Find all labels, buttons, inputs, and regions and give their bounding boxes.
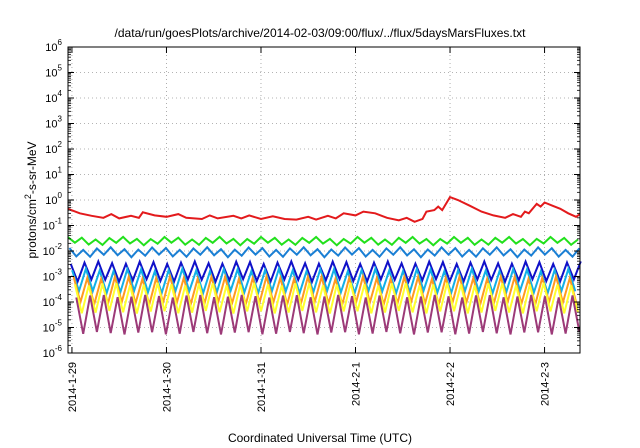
x-tick-label: 2014-2-2	[445, 362, 457, 406]
y-tick-label: 104	[45, 89, 62, 105]
y-axis-title: protons/cm2-s-sr-MeV	[23, 141, 39, 258]
series-line-2	[68, 245, 581, 259]
y-tick-label: 10-1	[43, 217, 63, 233]
x-axis-title: Coordinated Universal Time (UTC)	[228, 431, 412, 445]
series-line-1	[67, 235, 579, 247]
y-tick-label: 10-5	[43, 319, 63, 335]
y-tick-base: 10	[45, 42, 57, 54]
grid	[68, 47, 580, 353]
y-tick-base: 10	[45, 93, 57, 105]
tick-marks	[68, 46, 580, 354]
y-tick-exponent: 0	[58, 191, 63, 200]
chart-title: /data/run/goesPlots/archive/2014-02-03/0…	[115, 26, 527, 40]
y-tick-exponent: -6	[55, 344, 63, 353]
y-tick-base: 10	[45, 195, 57, 207]
x-tick-label: 2014-2-3	[540, 362, 552, 406]
y-tick-label: 10-2	[43, 242, 63, 258]
y-tick-labels: 10-610-510-410-310-210-11001011021031041…	[43, 38, 63, 360]
y-tick-exponent: 5	[58, 64, 63, 73]
x-tick-label: 2014-1-31	[256, 362, 268, 412]
y-tick-base: 10	[43, 297, 55, 309]
y-tick-label: 10-3	[43, 268, 63, 284]
y-tick-base: 10	[45, 68, 57, 80]
y-tick-exponent: 3	[58, 115, 63, 124]
x-tick-label: 2014-1-29	[67, 362, 79, 412]
y-tick-exponent: 2	[58, 140, 63, 149]
y-tick-base: 10	[43, 272, 55, 284]
y-tick-label: 102	[45, 140, 62, 156]
y-tick-exponent: -1	[55, 217, 63, 226]
y-tick-label: 105	[45, 64, 62, 80]
y-tick-exponent: 6	[58, 38, 63, 47]
y-tick-label: 10-6	[43, 344, 63, 360]
y-axis-title-post: -s-sr-MeV	[25, 141, 39, 194]
y-tick-label: 10-4	[43, 293, 63, 309]
y-tick-exponent: -4	[55, 293, 63, 302]
y-axis-title-sup: 2	[23, 194, 33, 199]
y-tick-exponent: -3	[55, 268, 63, 277]
y-tick-label: 100	[45, 191, 62, 207]
y-tick-label: 103	[45, 115, 62, 131]
y-tick-exponent: -5	[55, 319, 63, 328]
y-tick-exponent: 1	[58, 166, 63, 175]
y-tick-label: 101	[45, 166, 62, 182]
x-tick-label: 2014-1-30	[161, 362, 173, 412]
y-tick-base: 10	[43, 323, 55, 335]
series-line-4	[71, 265, 577, 297]
y-tick-base: 10	[45, 119, 57, 131]
y-tick-base: 10	[43, 348, 55, 360]
series-line-3	[69, 258, 582, 285]
x-tick-label: 2014-2-1	[351, 362, 363, 406]
y-axis-title-pre: protons/cm	[25, 199, 39, 258]
y-tick-base: 10	[45, 170, 57, 182]
y-tick-base: 10	[43, 221, 55, 233]
y-tick-base: 10	[43, 246, 55, 258]
y-tick-label: 106	[45, 38, 62, 54]
series-group	[67, 195, 582, 335]
y-tick-exponent: -2	[55, 242, 63, 251]
series-line-7	[75, 294, 581, 335]
series-line-6	[73, 282, 579, 314]
series-line-0	[67, 195, 581, 223]
y-tick-base: 10	[45, 144, 57, 156]
x-tick-labels: 2014-1-29 2014-1-30 2014-1-31 2014-2-1 2014-…	[67, 362, 552, 412]
y-tick-exponent: 4	[58, 89, 63, 98]
